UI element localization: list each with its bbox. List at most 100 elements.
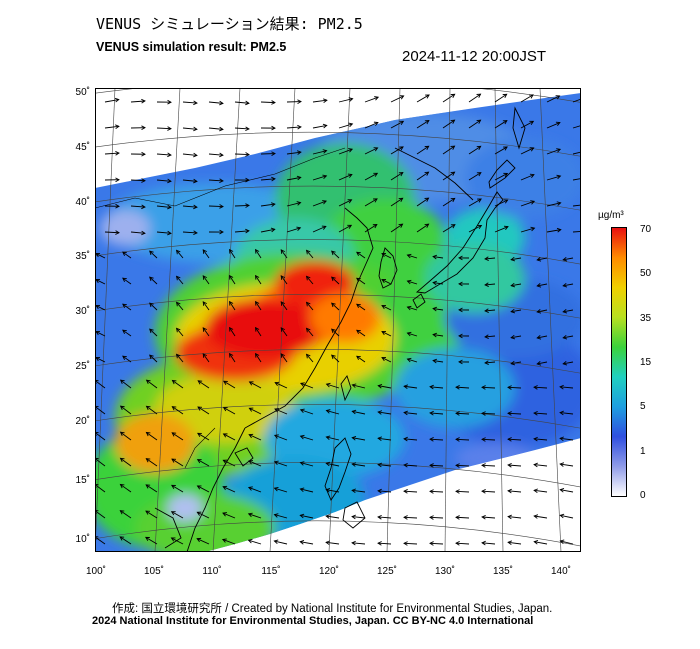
wind-arrow-head xyxy=(455,463,460,468)
wind-arrow-shaft xyxy=(433,256,444,259)
wind-arrow-head xyxy=(271,125,276,131)
wind-arrow-head xyxy=(481,411,486,416)
wind-arrow-shaft xyxy=(546,95,560,103)
wind-arrow-head xyxy=(559,436,564,442)
wind-arrow-head xyxy=(536,257,542,262)
wind-arrow-head xyxy=(305,249,311,255)
wind-arrow-head xyxy=(455,411,460,416)
wind-arrow-shaft xyxy=(507,438,522,441)
wind-arrow-shaft xyxy=(182,101,197,104)
wind-arrow-shaft xyxy=(255,353,262,363)
wind-arrow-head xyxy=(145,536,150,542)
wind-arrow-head xyxy=(381,330,387,336)
wind-arrow-shaft xyxy=(560,463,574,467)
wind-arrow-head xyxy=(296,226,302,231)
wind-arrow-head xyxy=(247,512,253,518)
wind-arrow-head xyxy=(536,283,542,288)
wind-arrow-head xyxy=(351,435,357,441)
wind-arrow-shaft xyxy=(280,249,288,259)
wind-arrow-head xyxy=(429,437,434,442)
wind-arrow-shaft xyxy=(274,408,288,415)
wind-arrow-shaft xyxy=(95,305,106,311)
wind-arrow-shaft xyxy=(468,198,482,207)
wind-arrow-shaft xyxy=(208,127,223,130)
wind-arrow-head xyxy=(510,308,516,314)
colorbar xyxy=(611,227,627,497)
lon-label-135: 135˚ xyxy=(492,566,513,577)
wind-arrow-shaft xyxy=(176,354,184,363)
wind-arrow-shaft xyxy=(171,537,184,545)
wind-arrow-shaft xyxy=(534,464,548,467)
wind-arrow-shaft xyxy=(560,437,574,441)
wind-arrow-head xyxy=(403,515,408,520)
wind-arrow-shaft xyxy=(95,405,106,415)
wind-arrow-head xyxy=(280,249,285,254)
wind-arrow-shaft xyxy=(223,433,236,441)
lat-label-35: 35˚ xyxy=(75,251,90,262)
wind-arrow-head xyxy=(403,462,408,468)
wind-arrow-head xyxy=(507,488,512,494)
wind-arrow-shaft xyxy=(378,490,392,493)
wind-arrow-shaft xyxy=(149,302,158,311)
wind-arrow-shaft xyxy=(364,96,379,103)
wind-arrow-head xyxy=(305,301,311,307)
wind-arrow-head xyxy=(481,540,486,546)
wind-arrow-shaft xyxy=(511,309,522,313)
wind-arrow-shaft xyxy=(546,122,561,129)
wind-arrow-head xyxy=(398,223,404,228)
wind-arrow-head xyxy=(562,256,568,262)
lat-label-30: 30˚ xyxy=(75,306,90,317)
wind-arrow-shaft xyxy=(149,328,158,337)
wind-arrow-head xyxy=(351,409,357,415)
wind-arrow-head xyxy=(381,252,387,258)
wind-arrow-shaft xyxy=(485,335,496,338)
wind-arrow-head xyxy=(530,226,536,232)
wind-arrow-head xyxy=(429,463,434,468)
wind-arrow-shaft xyxy=(563,283,574,287)
wind-arrow-shaft xyxy=(520,120,534,129)
wind-arrow-shaft xyxy=(326,436,340,441)
wind-arrow-head xyxy=(503,146,508,151)
wind-arrow-head xyxy=(196,511,202,516)
wind-arrow-shaft xyxy=(407,358,418,363)
wind-arrow-shaft xyxy=(326,489,340,493)
wind-arrow-head xyxy=(507,514,512,520)
wind-arrow-shaft xyxy=(234,153,250,156)
wind-arrow-shaft xyxy=(326,541,340,545)
wind-arrow-head xyxy=(248,460,254,465)
wind-arrow-head xyxy=(331,354,336,360)
wind-arrow-shaft xyxy=(356,303,366,311)
wind-arrow-head xyxy=(406,253,412,259)
wind-arrow-shaft xyxy=(229,301,236,311)
wind-arrow-head xyxy=(175,301,181,307)
wind-arrow-shaft xyxy=(122,303,132,311)
wind-arrow-shaft xyxy=(356,251,366,259)
wind-arrow-head xyxy=(432,358,438,364)
wind-arrow-head xyxy=(399,120,405,125)
wind-arrow-head xyxy=(280,353,285,358)
wind-arrow-head xyxy=(484,256,489,261)
wind-arrow-head xyxy=(193,126,198,132)
wind-arrow-head xyxy=(348,122,354,128)
colorbar-tick-50: 50 xyxy=(640,268,652,279)
wind-arrow-shaft xyxy=(390,120,404,129)
wind-arrow-shaft xyxy=(416,223,429,233)
wind-arrow-head xyxy=(221,538,227,543)
wind-arrow-head xyxy=(556,174,562,180)
wind-arrow-shaft xyxy=(248,434,262,441)
wind-arrow-head xyxy=(477,224,483,230)
wind-arrow-head xyxy=(167,126,172,131)
wind-arrow-head xyxy=(280,301,285,306)
colorbar-tick-35: 35 xyxy=(640,313,652,324)
wind-arrow-shaft xyxy=(95,536,106,545)
lon-label-140: 140˚ xyxy=(550,566,571,577)
colorbar-tick-5: 5 xyxy=(640,401,646,412)
wind-arrow-shaft xyxy=(494,199,508,207)
wind-arrow-shaft xyxy=(171,511,184,519)
wind-arrow-head xyxy=(503,225,509,231)
wind-arrow-head xyxy=(556,148,562,153)
wind-arrow-head xyxy=(533,436,538,442)
wind-arrow-shaft xyxy=(208,205,224,207)
wind-arrow-shaft xyxy=(481,386,496,389)
wind-arrow-shaft xyxy=(95,279,106,285)
